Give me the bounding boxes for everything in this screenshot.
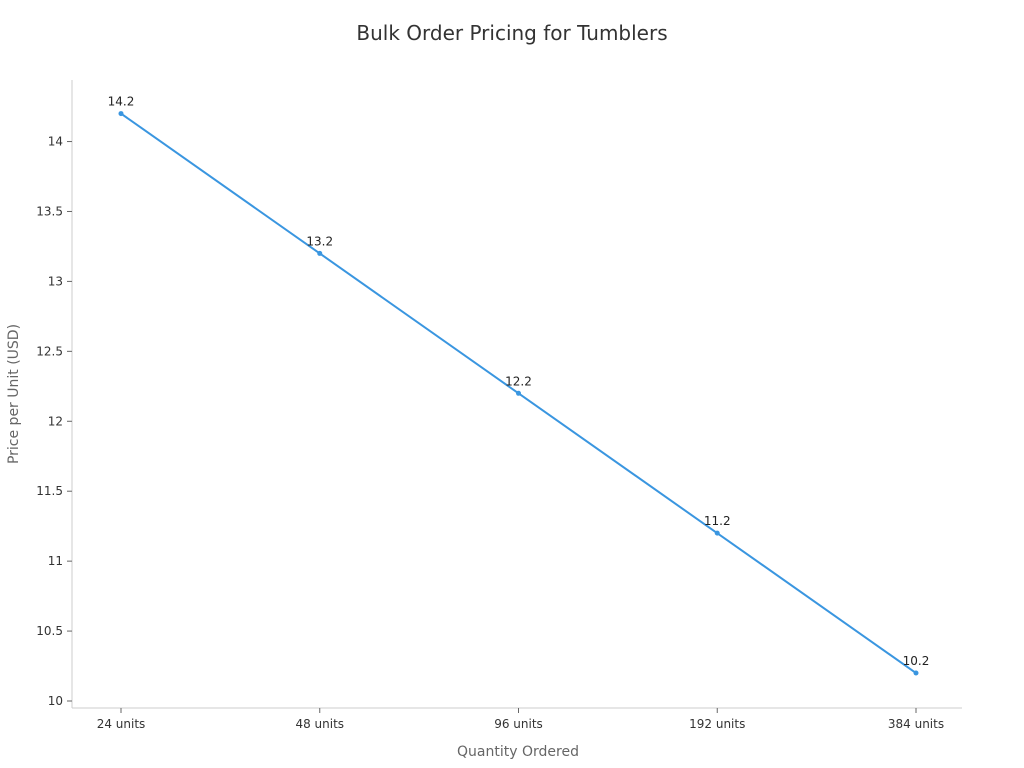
y-tick-label: 12.5: [36, 344, 63, 358]
y-tick-label: 14: [48, 135, 63, 149]
x-tick-label: 24 units: [97, 717, 146, 731]
data-point: [714, 530, 720, 536]
y-tick-label: 13.5: [36, 204, 63, 218]
data-point: [317, 250, 323, 256]
data-label: 11.2: [704, 514, 731, 528]
y-tick-label: 11: [48, 554, 63, 568]
y-axis-label: Price per Unit (USD): [6, 324, 22, 464]
x-axis-label: Quantity Ordered: [457, 744, 579, 760]
y-tick-label: 12: [48, 414, 63, 428]
y-tick-label: 13: [48, 274, 63, 288]
data-point: [516, 390, 521, 396]
data-point: [913, 670, 919, 676]
x-tick-label: 384 units: [888, 717, 944, 731]
y-tick-label: 10.5: [36, 624, 63, 638]
x-tick-label: 48 units: [295, 717, 344, 731]
data-label: 13.2: [306, 234, 333, 248]
data-label: 10.2: [903, 654, 930, 668]
chart-title: Bulk Order Pricing for Tumblers: [356, 21, 667, 45]
y-tick-label: 10: [48, 694, 63, 708]
data-label: 12.2: [505, 374, 532, 388]
x-tick-label: 96 units: [494, 717, 543, 731]
x-tick-label: 192 units: [689, 717, 745, 731]
y-tick-label: 11.5: [36, 484, 63, 498]
data-label: 14.2: [108, 95, 135, 109]
data-point: [118, 111, 124, 117]
